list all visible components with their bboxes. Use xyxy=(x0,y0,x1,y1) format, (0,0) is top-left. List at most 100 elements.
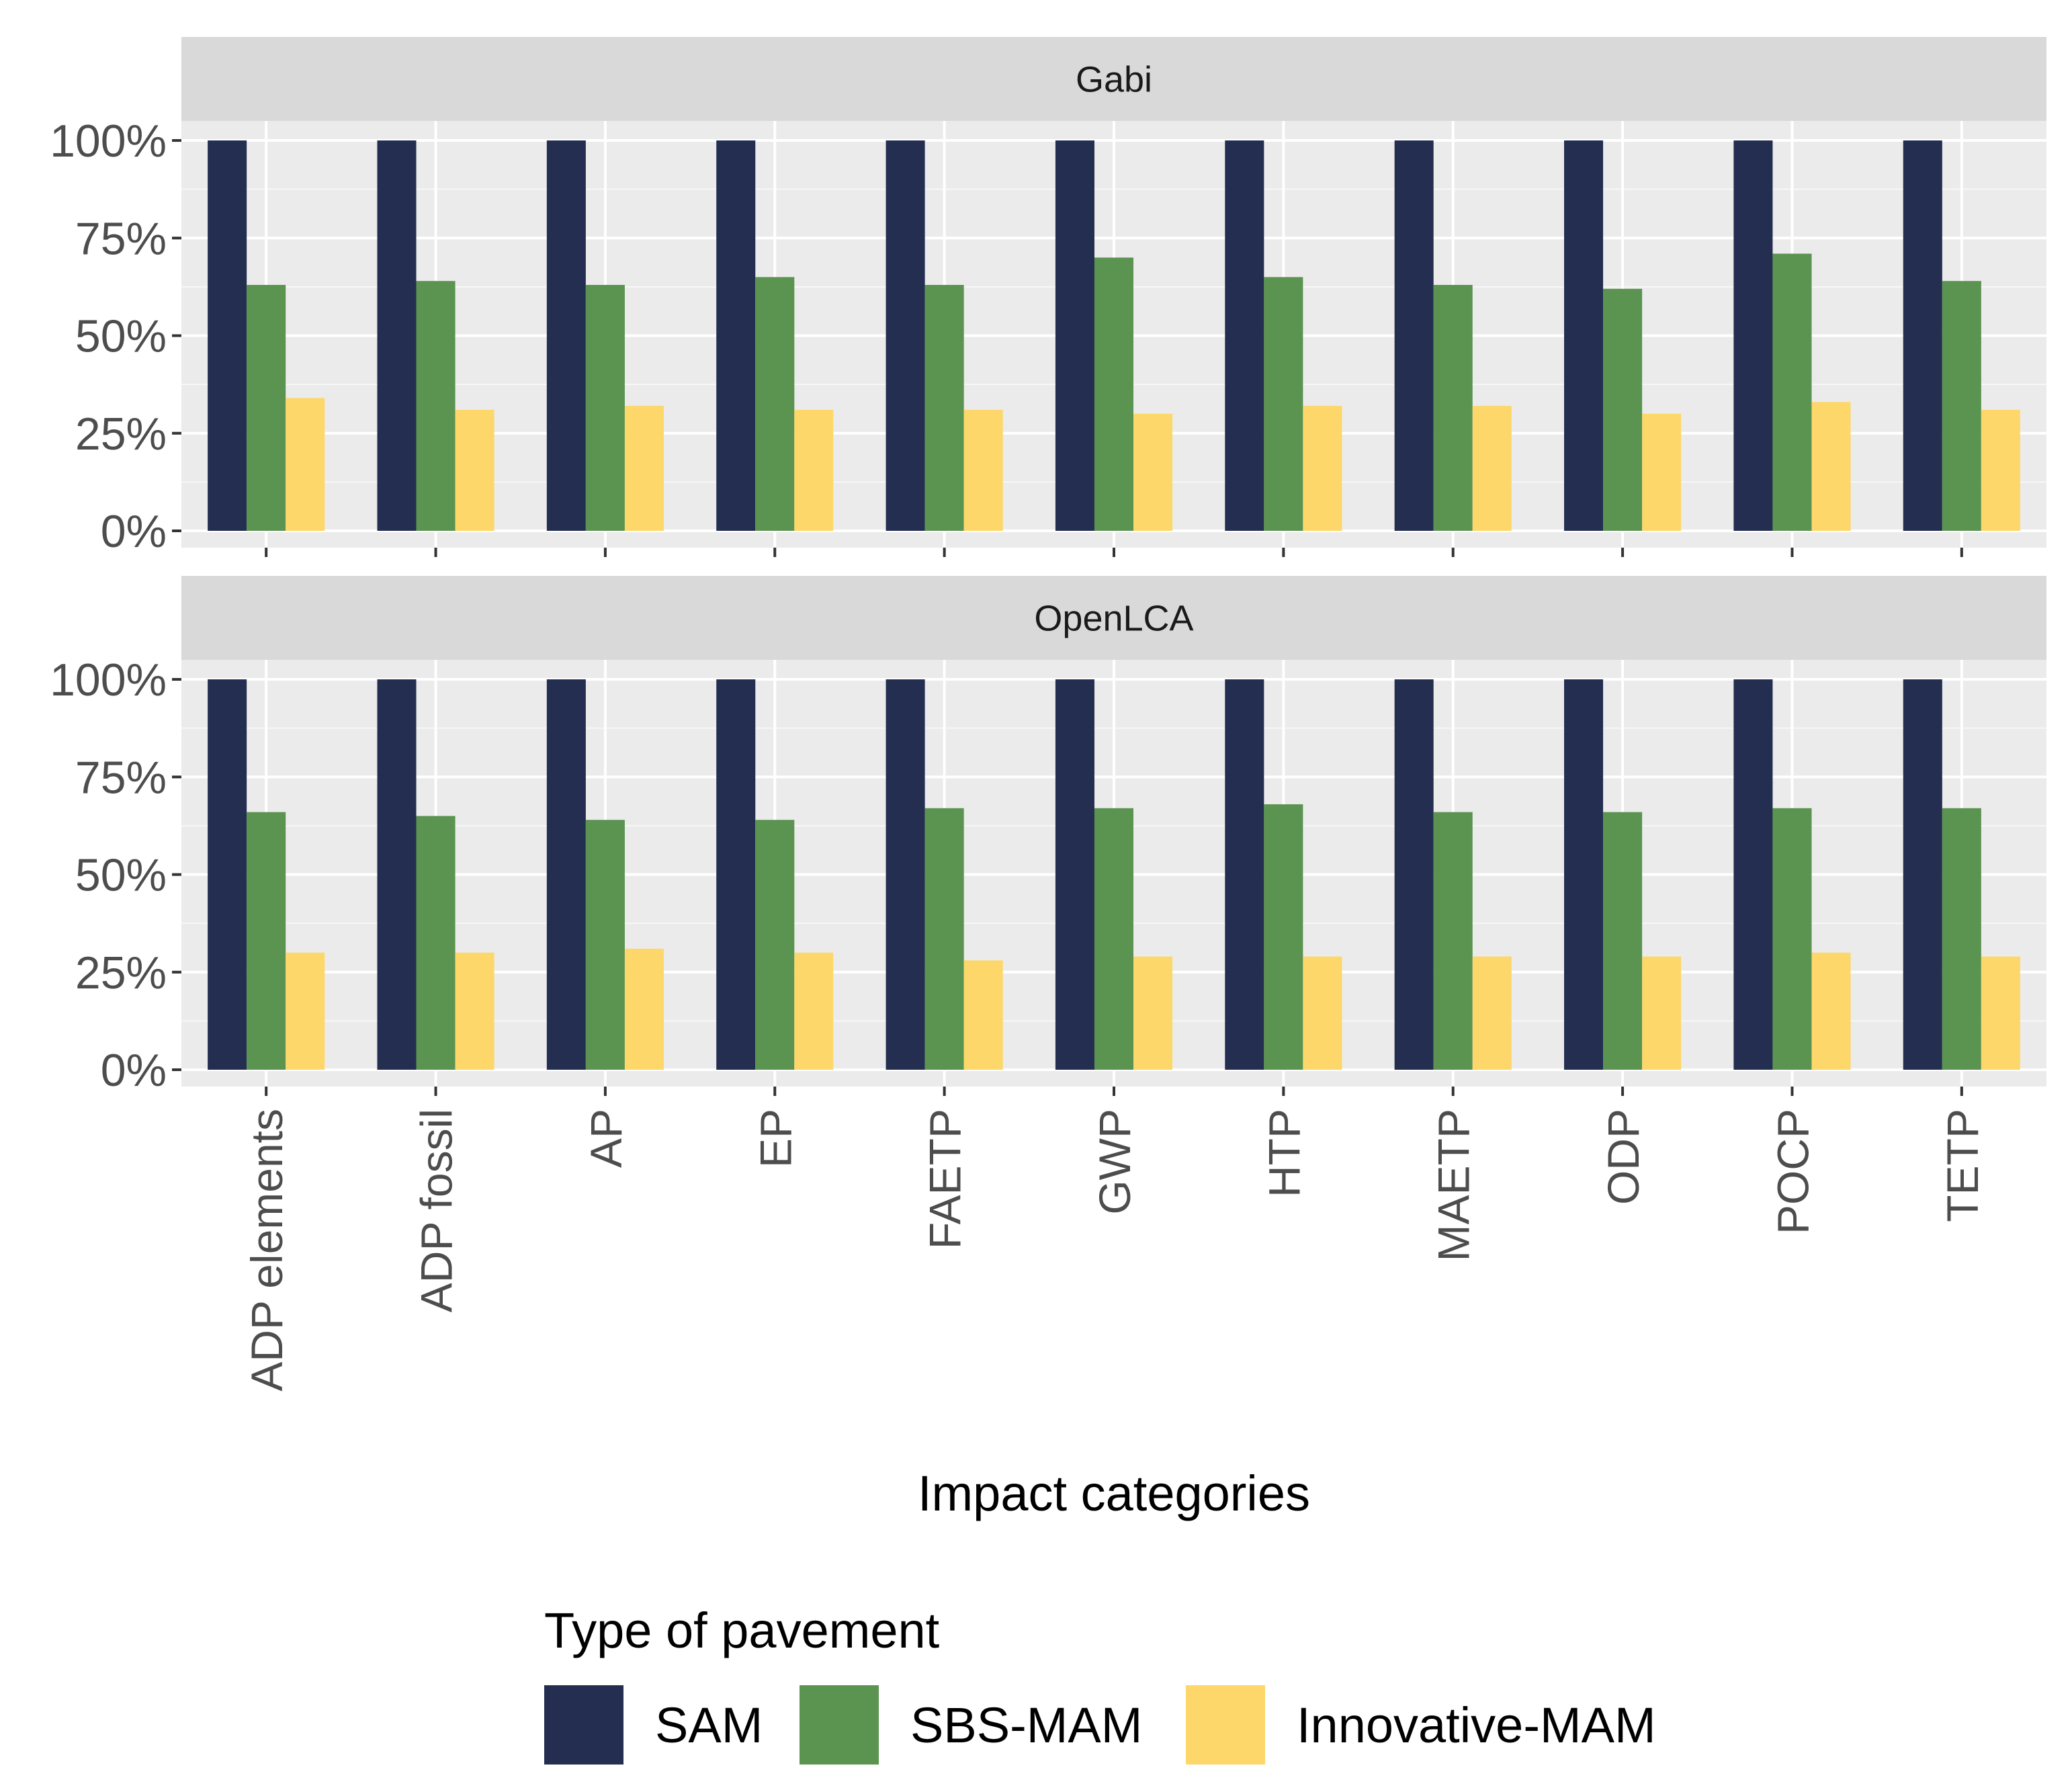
bar xyxy=(1133,956,1173,1070)
bar xyxy=(1772,808,1812,1070)
bar xyxy=(794,952,834,1070)
facet-strip xyxy=(181,37,2046,121)
bar xyxy=(1394,679,1434,1070)
bar xyxy=(1264,804,1303,1070)
y-tick-label: 0% xyxy=(101,506,167,557)
bar xyxy=(1733,679,1773,1070)
bar xyxy=(286,398,325,531)
bar xyxy=(546,140,586,532)
x-tick-label: POCP xyxy=(1768,1109,1817,1234)
bar xyxy=(455,952,494,1070)
bar xyxy=(1603,288,1643,531)
y-tick-label: 50% xyxy=(75,850,167,901)
x-tick-label: ADP elements xyxy=(242,1109,292,1392)
bar xyxy=(624,948,664,1070)
bar xyxy=(1225,679,1264,1070)
bar xyxy=(1394,140,1434,532)
x-tick-label: GWP xyxy=(1090,1109,1139,1215)
legend-label: Innovative-MAM xyxy=(1297,1697,1656,1753)
bar xyxy=(1942,808,1981,1070)
bar xyxy=(1564,140,1604,532)
legend-key xyxy=(544,1685,623,1765)
bar xyxy=(247,285,286,531)
x-tick-label: EP xyxy=(750,1109,800,1168)
legend-label: SBS-MAM xyxy=(910,1697,1142,1753)
bar xyxy=(546,679,586,1070)
bar xyxy=(755,277,795,531)
facets-layer: Gabi 0% 25% 50% 75% 100% OpenLCA 0% 25% 50% 75% 100… xyxy=(50,37,2046,1096)
x-axis-labels: ADP elements ADP fossil AP EP FAETP GWP HTP MAE… xyxy=(242,1109,1987,1392)
bar xyxy=(1603,812,1643,1070)
x-tick-label: MAETP xyxy=(1429,1109,1479,1261)
y-tick-label: 100% xyxy=(50,116,167,167)
bar xyxy=(1433,285,1473,531)
bar xyxy=(1564,679,1604,1070)
bar xyxy=(1942,281,1981,531)
facet-strip xyxy=(181,576,2046,660)
bar xyxy=(1303,956,1342,1070)
y-tick-label: 25% xyxy=(75,409,167,460)
x-tick-label: FAETP xyxy=(920,1109,970,1249)
bar xyxy=(1811,952,1851,1070)
x-axis-title: Impact categories xyxy=(918,1466,1310,1521)
bar xyxy=(1903,679,1942,1070)
bar xyxy=(1903,140,1942,532)
bar xyxy=(1133,413,1173,531)
facet-strip-label: Gabi xyxy=(1076,60,1152,100)
legend: Type of pavement SAM SBS-MAM Innovative-MA… xyxy=(544,1603,1656,1765)
bar xyxy=(455,409,494,531)
facet-panel: Gabi 0% 25% 50% 75% 100% xyxy=(50,37,2046,557)
bar xyxy=(1303,406,1342,531)
x-tick-label: AP xyxy=(581,1109,631,1168)
legend-key xyxy=(1186,1685,1265,1765)
bar xyxy=(716,140,756,532)
x-tick-label: ODP xyxy=(1598,1109,1648,1205)
bar xyxy=(1642,413,1682,531)
bar xyxy=(416,816,456,1070)
bar xyxy=(286,952,325,1070)
y-tick-label: 75% xyxy=(75,752,167,803)
legend-label: SAM xyxy=(655,1697,763,1753)
bar xyxy=(886,140,925,532)
y-tick-label: 0% xyxy=(101,1045,167,1096)
bar xyxy=(924,808,964,1070)
bar xyxy=(963,409,1003,531)
bar xyxy=(624,406,664,531)
legend-key xyxy=(800,1685,879,1765)
x-tick-label: TETP xyxy=(1938,1109,1987,1222)
bar xyxy=(1772,253,1812,531)
x-tick-label: HTP xyxy=(1259,1109,1309,1197)
bar xyxy=(1642,956,1682,1070)
y-tick-label: 50% xyxy=(75,311,167,362)
bar xyxy=(1733,140,1773,532)
bar xyxy=(886,679,925,1070)
y-tick-label: 75% xyxy=(75,213,167,264)
bar xyxy=(1094,257,1134,531)
bar xyxy=(1981,956,2020,1070)
bar xyxy=(1055,140,1094,532)
bar xyxy=(247,812,286,1070)
bar xyxy=(1811,402,1851,531)
bar xyxy=(585,285,625,531)
bar xyxy=(755,820,795,1070)
bar xyxy=(416,281,456,531)
bar xyxy=(924,285,964,531)
bar xyxy=(208,679,247,1070)
bar xyxy=(208,140,247,532)
facet-panel: OpenLCA 0% 25% 50% 75% 100% xyxy=(50,576,2046,1096)
bar xyxy=(585,820,625,1070)
bar xyxy=(794,409,834,531)
bar xyxy=(963,960,1003,1070)
bar xyxy=(1472,406,1512,531)
bar xyxy=(1055,679,1094,1070)
y-tick-label: 100% xyxy=(50,654,167,706)
bar xyxy=(716,679,756,1070)
y-tick-label: 25% xyxy=(75,947,167,999)
facet-strip-label: OpenLCA xyxy=(1034,599,1193,639)
bar xyxy=(1094,808,1134,1070)
bar xyxy=(1225,140,1264,532)
bar xyxy=(1981,409,2020,531)
bar xyxy=(377,140,417,532)
bar xyxy=(1472,956,1512,1070)
bar xyxy=(1433,812,1473,1070)
